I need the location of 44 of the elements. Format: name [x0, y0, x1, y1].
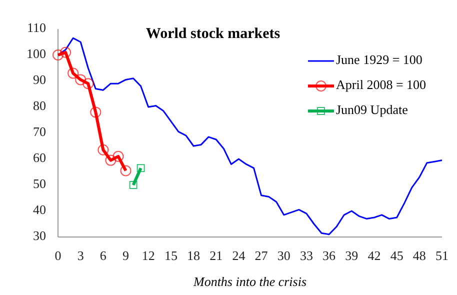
point	[82, 78, 94, 90]
x-tick-label: 21	[210, 248, 223, 263]
y-tick-label: 60	[33, 150, 46, 165]
x-tick-label: 30	[277, 248, 290, 263]
x-tick-label: 45	[390, 248, 404, 263]
x-tick-label: 12	[142, 248, 155, 263]
point	[75, 74, 86, 86]
x-tick-label: 15	[164, 248, 178, 263]
point	[136, 164, 145, 172]
chart-title: World stock markets	[146, 26, 280, 42]
legend-label: Jun09 Update	[336, 102, 408, 117]
y-tick-label: 70	[33, 124, 46, 139]
point	[68, 68, 79, 79]
y-tick-label: 40	[33, 202, 46, 217]
point	[129, 181, 138, 189]
x-tick-label: 48	[412, 248, 426, 263]
x-tick-label: 3	[77, 248, 84, 263]
y-tick-label: 80	[33, 98, 46, 113]
y-tick-label: 100	[26, 46, 46, 61]
x-tick-label: 39	[345, 248, 358, 263]
legend-label: June 1929 = 100	[336, 52, 422, 67]
x-tick-label: 0	[54, 248, 62, 263]
x-tick-label: 36	[322, 248, 336, 263]
point	[90, 106, 102, 118]
y-tick-label: 90	[33, 72, 46, 87]
point	[60, 46, 72, 58]
point	[52, 50, 64, 60]
y-tick-label: 30	[33, 228, 46, 243]
point	[120, 165, 132, 176]
x-tick-label: 51	[436, 248, 448, 263]
point	[98, 144, 109, 156]
x-tick-label: 6	[100, 248, 107, 263]
y-tick-label: 50	[33, 176, 46, 191]
x-tick-label: 33	[300, 248, 313, 263]
x-tick-label: 9	[122, 248, 130, 263]
x-tick-label: 24	[232, 248, 246, 263]
x-tick-label: 27	[254, 248, 268, 263]
point	[105, 154, 116, 166]
x-axis-title: Months into the crisis	[192, 274, 307, 289]
y-tick-label: 110	[26, 20, 46, 35]
x-tick-label: 42	[368, 248, 381, 263]
legend-label: April 2008 = 100	[336, 76, 426, 92]
point	[112, 150, 124, 162]
x-tick-label: 18	[187, 248, 200, 263]
